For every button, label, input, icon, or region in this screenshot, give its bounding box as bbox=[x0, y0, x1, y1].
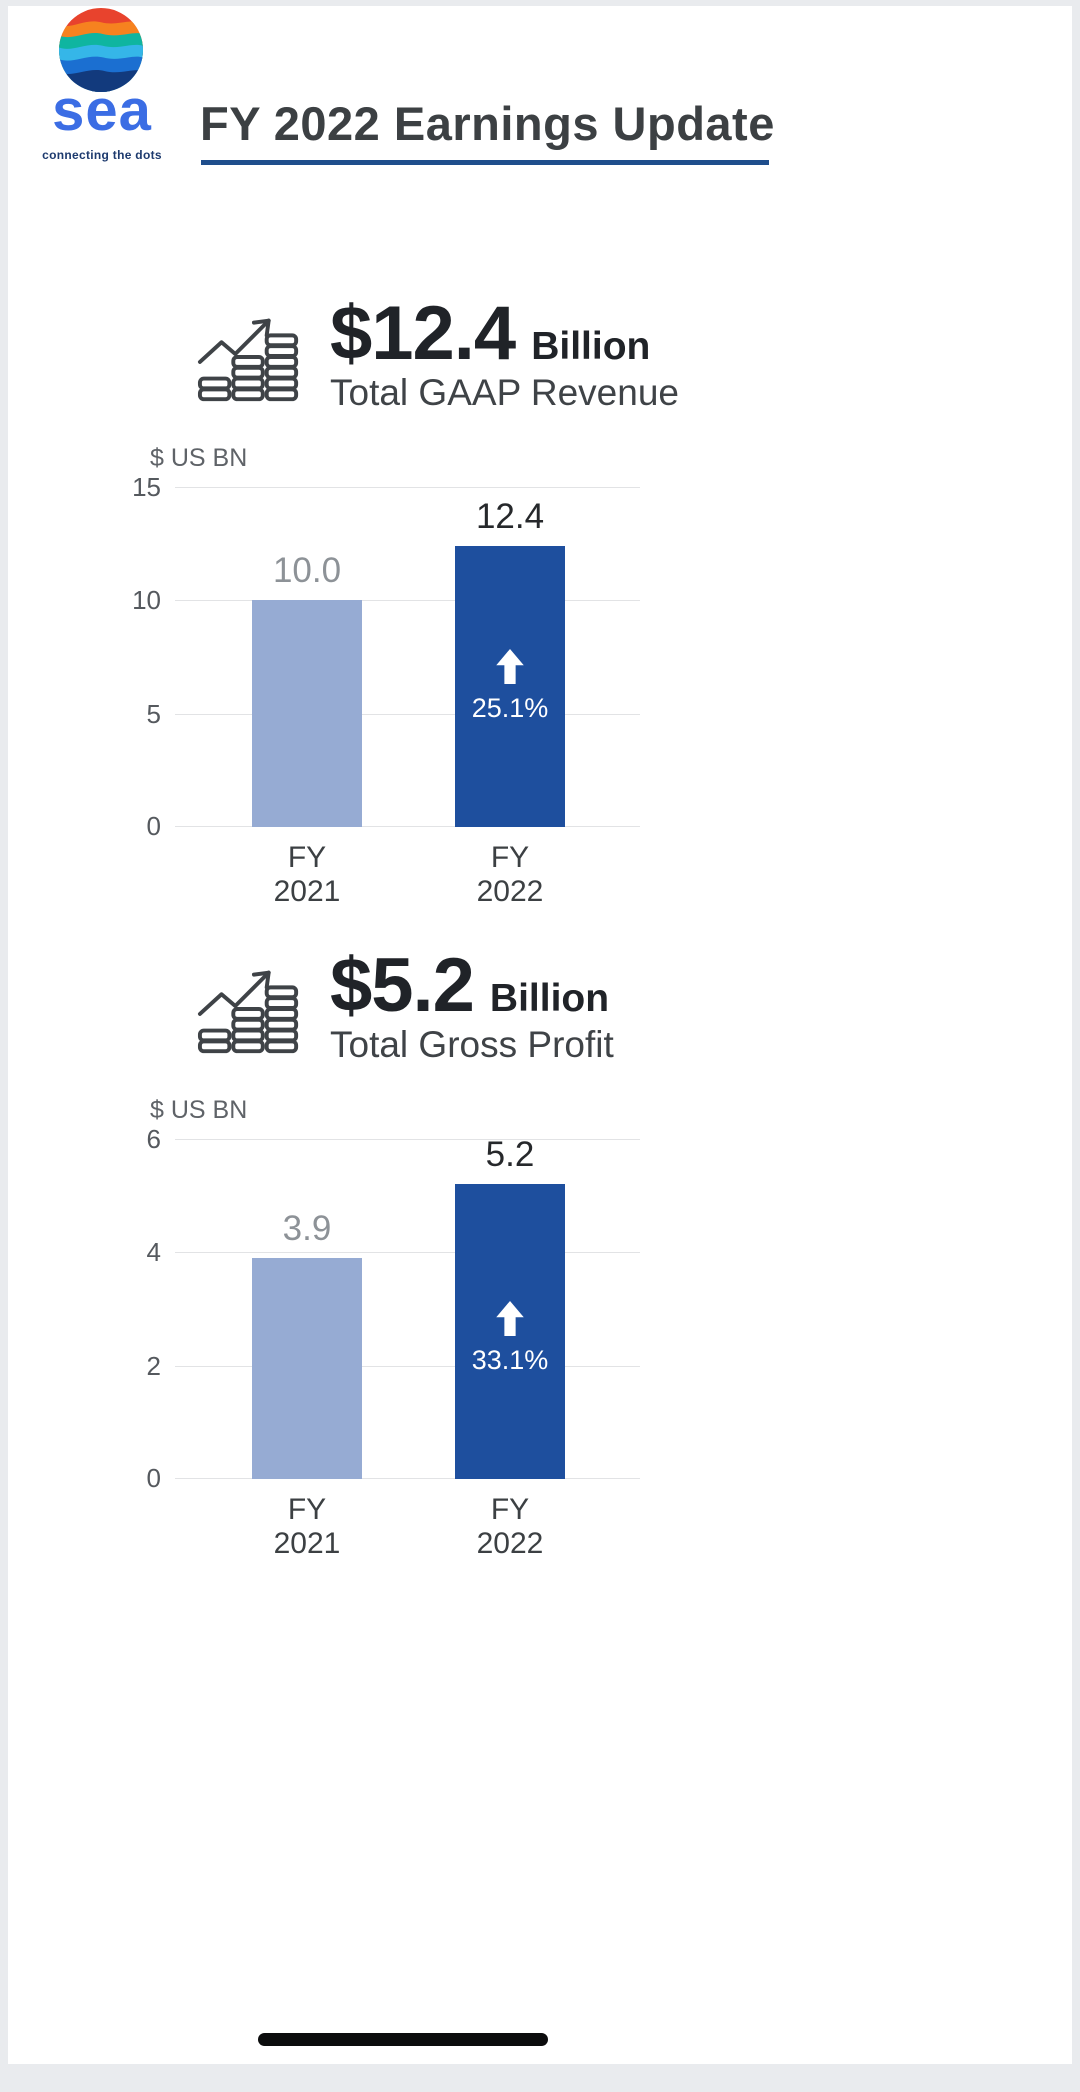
gross-profit-growth-indicator: 33.1% bbox=[455, 1301, 565, 1376]
gridline bbox=[175, 1139, 640, 1140]
revenue-headline-value: $12.4 bbox=[330, 291, 516, 376]
gross-profit-growth-label: 33.1% bbox=[471, 1345, 549, 1375]
bar-value-label: 12.4 bbox=[475, 496, 545, 536]
gridline bbox=[175, 826, 640, 827]
bar-value-label: 3.9 bbox=[282, 1208, 332, 1248]
x-category-label: FY 2022 bbox=[476, 841, 544, 908]
growth-chart-icon bbox=[196, 958, 304, 1058]
gross-profit-headline-label: Total Gross Profit bbox=[330, 1024, 614, 1065]
up-arrow-icon bbox=[496, 1301, 524, 1336]
gridline bbox=[175, 1478, 640, 1479]
gridline bbox=[175, 714, 640, 715]
bar-fy-2021 bbox=[252, 1258, 362, 1479]
gridline bbox=[175, 1252, 640, 1253]
growth-chart-icon bbox=[196, 306, 304, 406]
y-tick-label: 0 bbox=[146, 1463, 161, 1493]
y-tick-label: 0 bbox=[146, 811, 161, 841]
bar-value-label: 5.2 bbox=[485, 1134, 535, 1174]
gross-profit-y-axis-label: $ US BN bbox=[150, 1096, 248, 1124]
sea-tagline: connecting the dots bbox=[42, 148, 162, 162]
y-tick-label: 10 bbox=[132, 585, 161, 615]
revenue-chart: 25.1% 0 5 10 15 10.0 FY 2021 12.4 FY 2022 bbox=[132, 472, 640, 908]
revenue-headline-label: Total GAAP Revenue bbox=[330, 372, 679, 413]
screen-edge-bottom bbox=[0, 2064, 1080, 2092]
gross-profit-headline-unit: Billion bbox=[489, 977, 610, 1020]
y-tick-label: 4 bbox=[146, 1237, 161, 1267]
bar-fy-2022 bbox=[455, 546, 565, 827]
gross-profit-section: $5.2 Billion Total Gross Profit $ US BN … bbox=[0, 948, 1080, 1572]
gridline bbox=[175, 1366, 640, 1367]
gross-profit-headline: $5.2 Billion bbox=[330, 948, 609, 1024]
screen-edge-top bbox=[0, 0, 1080, 6]
title-underline bbox=[201, 160, 769, 165]
gross-profit-chart: 33.1% 0 2 4 6 3.9 FY 2021 5.2 FY 2022 bbox=[147, 1124, 640, 1560]
page-title: FY 2022 Earnings Update bbox=[200, 97, 775, 150]
up-arrow-icon bbox=[496, 649, 524, 684]
y-tick-label: 5 bbox=[146, 699, 161, 729]
y-tick-label: 2 bbox=[146, 1351, 161, 1381]
revenue-section: $12.4 Billion Total GAAP Revenue $ US BN… bbox=[0, 296, 1080, 920]
screen-edge-left bbox=[0, 0, 8, 2092]
x-category-label: FY 2021 bbox=[273, 1493, 341, 1560]
revenue-y-axis-label: $ US BN bbox=[150, 444, 248, 472]
revenue-growth-label: 25.1% bbox=[471, 693, 549, 723]
gridline bbox=[175, 487, 640, 488]
revenue-headline: $12.4 Billion bbox=[330, 296, 650, 372]
x-category-label: FY 2022 bbox=[476, 1493, 544, 1560]
gross-profit-headline-value: $5.2 bbox=[330, 943, 475, 1028]
gridline bbox=[175, 600, 640, 601]
revenue-growth-indicator: 25.1% bbox=[455, 649, 565, 724]
y-tick-label: 15 bbox=[132, 472, 161, 502]
revenue-headline-unit: Billion bbox=[531, 325, 651, 368]
y-tick-label: 6 bbox=[146, 1124, 161, 1154]
sea-wordmark: sea bbox=[52, 78, 152, 143]
screen-edge-right bbox=[1072, 0, 1080, 2092]
bar-value-label: 10.0 bbox=[272, 550, 342, 590]
bar-fy-2021 bbox=[252, 600, 362, 827]
sea-logo-icon bbox=[57, 8, 145, 92]
x-category-label: FY 2021 bbox=[273, 841, 341, 908]
home-indicator-bar[interactable] bbox=[258, 2033, 548, 2046]
